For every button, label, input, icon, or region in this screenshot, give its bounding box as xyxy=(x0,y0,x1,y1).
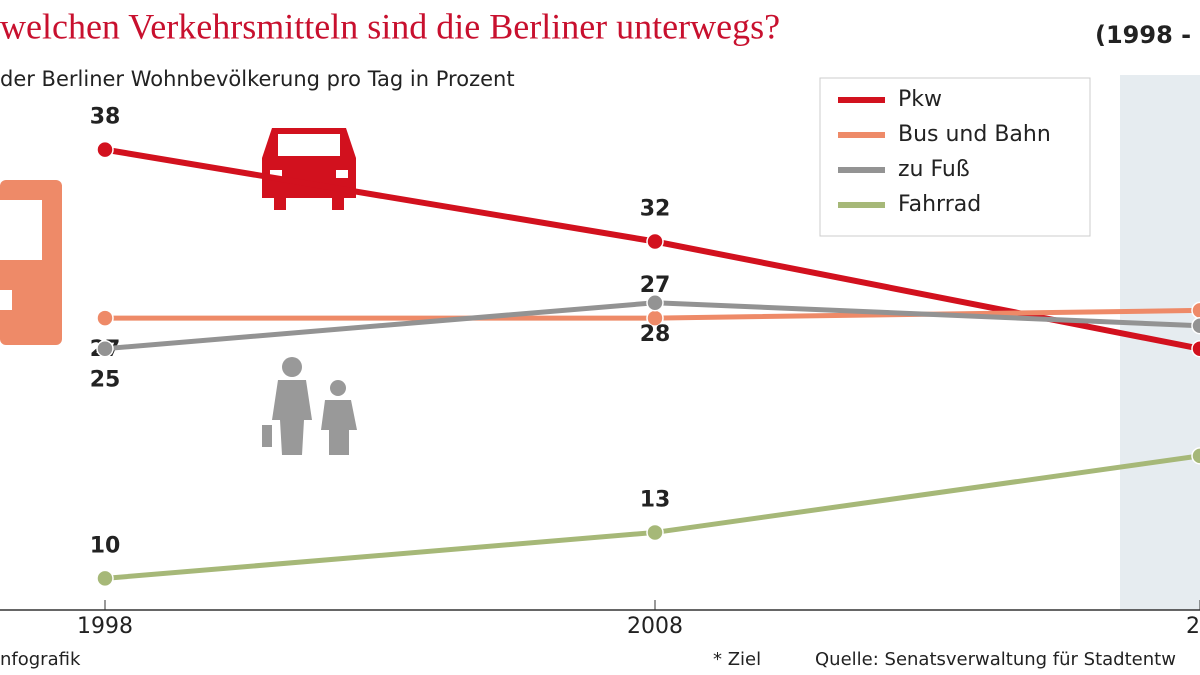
legend-label: Fahrrad xyxy=(898,192,981,217)
legend-label: Pkw xyxy=(898,87,942,112)
data-label: 32 xyxy=(640,197,671,222)
x-tick-label: 20 xyxy=(1186,614,1200,639)
data-label: 28 xyxy=(640,322,671,347)
data-label: 13 xyxy=(640,487,671,512)
title-suffix: (1998 - 2 xyxy=(1095,21,1200,49)
footnote: * Ziel xyxy=(713,649,761,670)
point xyxy=(96,339,114,358)
point xyxy=(1191,316,1200,335)
point xyxy=(646,523,664,542)
x-tick-label: 1998 xyxy=(77,614,133,639)
data-label: 10 xyxy=(90,533,121,558)
x-tick-label: 2008 xyxy=(627,614,683,639)
point xyxy=(96,569,114,588)
point xyxy=(1191,339,1200,358)
point xyxy=(646,232,664,251)
people-icon xyxy=(262,357,357,455)
point xyxy=(1191,447,1200,465)
subtitle: der Berliner Wohnbevölkerung pro Tag in … xyxy=(0,67,515,91)
point xyxy=(96,140,114,159)
series-line xyxy=(104,453,1200,581)
point xyxy=(646,294,664,312)
car-icon xyxy=(262,128,356,210)
chart-title: welchen Verkehrsmitteln sind die Berline… xyxy=(0,6,780,46)
data-label: 27 xyxy=(640,273,671,298)
footer: nfografik xyxy=(0,649,81,670)
legend-label: Bus und Bahn xyxy=(898,122,1051,147)
data-label: 25 xyxy=(90,368,121,393)
bus-icon xyxy=(0,180,62,345)
point xyxy=(96,309,114,327)
legend-label: zu Fuß xyxy=(898,157,970,182)
point xyxy=(1191,301,1200,320)
source: Quelle: Senatsverwaltung für Stadtentw xyxy=(815,649,1176,670)
data-label: 38 xyxy=(90,105,121,130)
legend xyxy=(819,77,1091,237)
